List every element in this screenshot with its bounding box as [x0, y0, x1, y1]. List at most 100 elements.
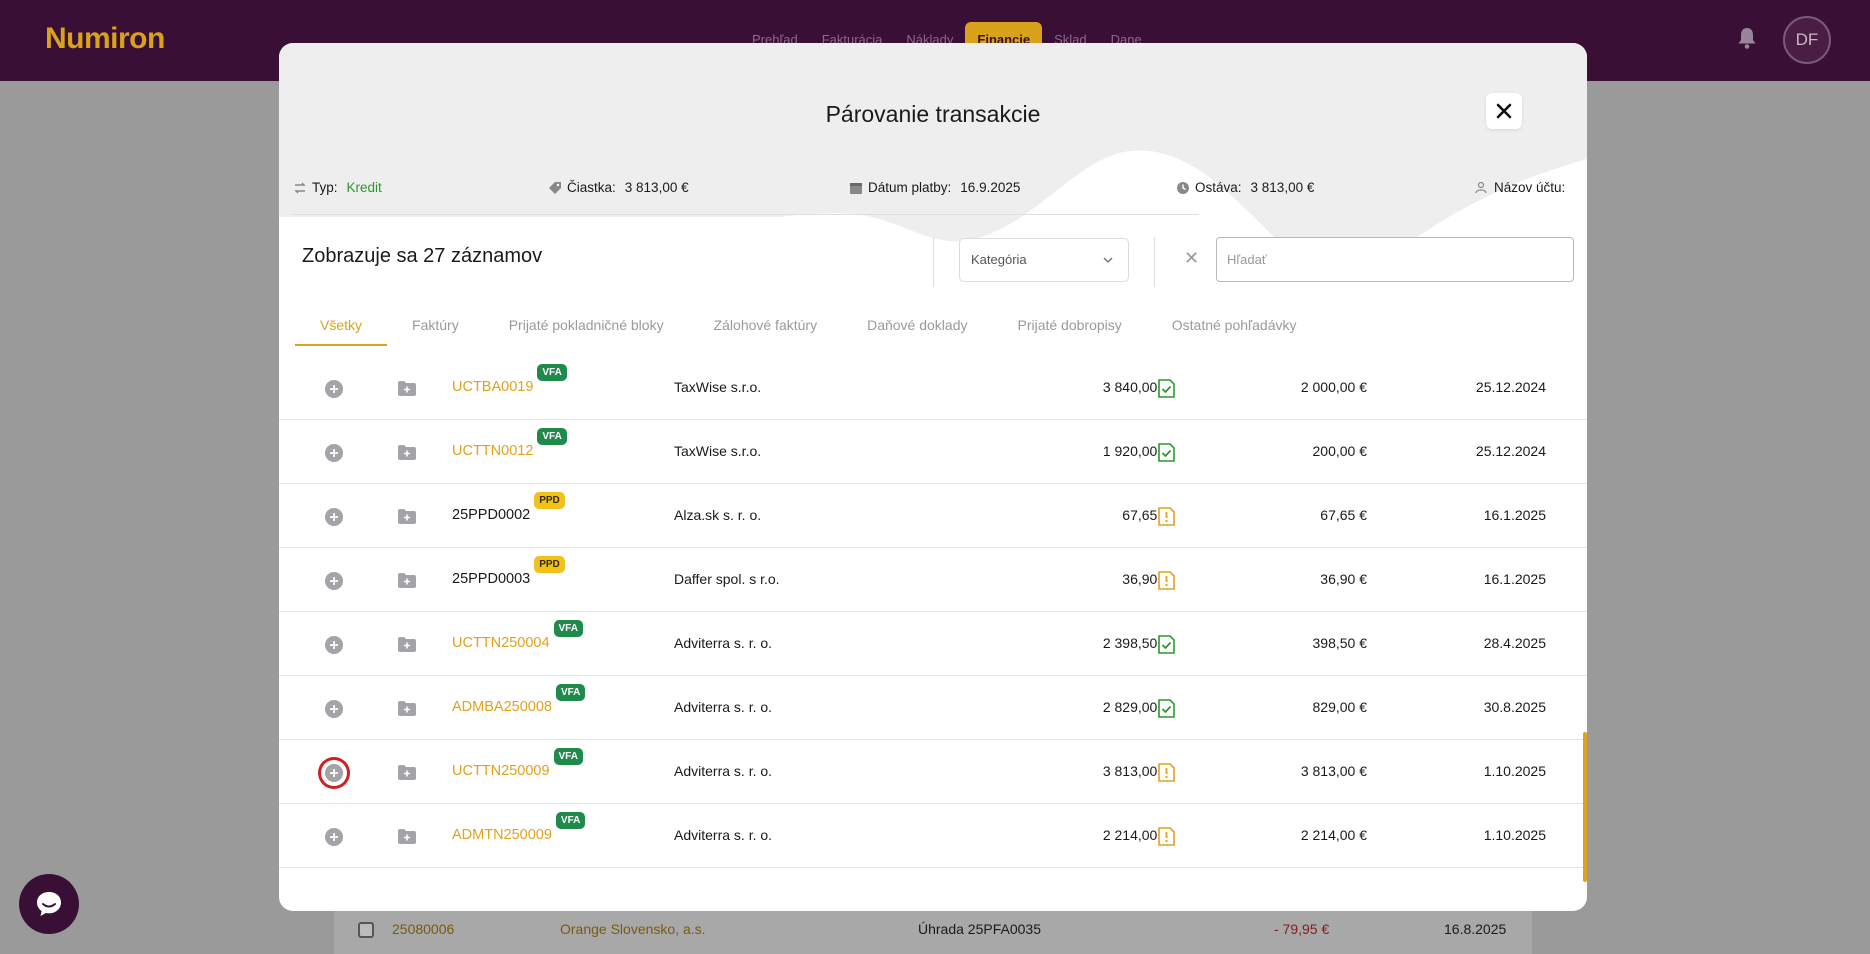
- partner-name: Alza.sk s. r. o.: [674, 507, 762, 523]
- document-number[interactable]: UCTTN250009: [452, 763, 550, 779]
- list-item: ADMBA250008 VFA Adviterra s. r. o. 2 829…: [279, 676, 1587, 740]
- info-payment-date: Dátum platby: 16.9.2025: [849, 180, 1020, 195]
- pair-transaction-modal: Párovanie transakcie Typ: Kredit Čiastka…: [279, 43, 1587, 911]
- document-number[interactable]: UCTBA0019: [452, 379, 534, 395]
- document-number[interactable]: 25PPD0003: [452, 571, 531, 587]
- close-modal-button[interactable]: [1486, 93, 1522, 129]
- chat-widget-button[interactable]: [19, 874, 79, 934]
- document-date: 16.1.2025: [1483, 571, 1546, 587]
- remaining-amount: 2 214,00 €: [1300, 827, 1367, 843]
- folder-plus-icon[interactable]: [398, 381, 416, 396]
- plus-icon: [330, 513, 338, 521]
- category-select[interactable]: Kategória: [959, 238, 1129, 282]
- add-pairing-button[interactable]: [325, 444, 343, 462]
- payment-date-label: Dátum platby:: [868, 180, 952, 195]
- paid-check-icon: [1158, 635, 1175, 654]
- transaction-description: Úhrada 25PFA0035: [918, 921, 1041, 937]
- add-pairing-button[interactable]: [325, 572, 343, 590]
- type-value: Kredit: [346, 180, 382, 195]
- folder-plus-icon[interactable]: [398, 701, 416, 716]
- document-amount: 2 214,00 €: [1102, 827, 1169, 843]
- folder-plus-icon[interactable]: [398, 637, 416, 652]
- partner-name: Adviterra s. r. o.: [674, 699, 773, 715]
- list-item: 25PPD0003 PPD Daffer spol. s r.o. 36,90 …: [279, 548, 1587, 612]
- info-account-name: Názov účtu:: [1475, 180, 1565, 195]
- tag-icon: [549, 181, 561, 194]
- search-input[interactable]: [1216, 237, 1574, 282]
- document-date: 1.10.2025: [1483, 827, 1546, 843]
- plus-icon: [330, 449, 338, 457]
- list-item: 25PPD0002 PPD Alza.sk s. r. o. 67,65 € 6…: [279, 484, 1587, 548]
- account-icon: [1475, 181, 1487, 193]
- add-pairing-button[interactable]: [325, 700, 343, 718]
- type-label: Typ:: [312, 180, 338, 195]
- plus-icon: [330, 577, 338, 585]
- folder-plus-icon[interactable]: [398, 573, 416, 588]
- warning-document-icon: [1158, 763, 1175, 782]
- document-amount: 3 840,00 €: [1102, 379, 1169, 395]
- folder-plus-icon[interactable]: [398, 445, 416, 460]
- add-pairing-button[interactable]: [325, 764, 343, 782]
- bell-icon[interactable]: [1736, 26, 1758, 50]
- list-item: ADMTN250009 VFA Adviterra s. r. o. 2 214…: [279, 804, 1587, 868]
- tab-prijate-pokladnicne-bloky[interactable]: Prijaté pokladničné bloky: [508, 317, 664, 333]
- partner-name: TaxWise s.r.o.: [674, 443, 762, 459]
- partner-name: Daffer spol. s r.o.: [674, 571, 780, 587]
- remaining-amount: 36,90 €: [1320, 571, 1367, 587]
- add-pairing-button[interactable]: [325, 380, 343, 398]
- partner-name: Adviterra s. r. o.: [674, 827, 773, 843]
- document-number[interactable]: ADMBA250008: [452, 699, 552, 715]
- transaction-number[interactable]: 25080006: [392, 921, 455, 937]
- document-number[interactable]: UCTTN250004: [452, 635, 550, 651]
- row-checkbox[interactable]: [358, 922, 374, 938]
- folder-plus-icon[interactable]: [398, 509, 416, 524]
- transaction-date: 16.8.2025: [1444, 921, 1507, 937]
- clear-search-icon[interactable]: ✕: [1184, 248, 1200, 268]
- tab-zalohove-faktury[interactable]: Zálohové faktúry: [713, 317, 818, 333]
- document-date: 25.12.2024: [1475, 379, 1546, 395]
- plus-icon: [330, 833, 338, 841]
- info-divider: [293, 214, 1199, 215]
- category-select-value: Kategória: [971, 252, 1027, 267]
- tab-vsetky[interactable]: Všetky: [295, 308, 388, 346]
- remaining-amount: 2 000,00 €: [1300, 379, 1367, 395]
- transaction-amount: - 79,95 €: [1274, 921, 1330, 937]
- document-amount: 2 829,00 €: [1102, 699, 1169, 715]
- documents-list: UCTBA0019 VFA TaxWise s.r.o. 3 840,00 € …: [279, 356, 1587, 868]
- transaction-partner[interactable]: Orange Slovensko, a.s.: [560, 921, 706, 937]
- folder-plus-icon[interactable]: [398, 765, 416, 780]
- app-logo[interactable]: Numiron: [45, 22, 165, 55]
- calendar-icon: [850, 182, 862, 194]
- amount-value: 3 813,00 €: [624, 180, 689, 195]
- document-date: 30.8.2025: [1483, 699, 1546, 715]
- add-pairing-button[interactable]: [325, 508, 343, 526]
- add-pairing-button[interactable]: [325, 636, 343, 654]
- document-date: 28.4.2025: [1483, 635, 1546, 651]
- paid-check-icon: [1158, 379, 1175, 398]
- document-type-badge: VFA: [537, 428, 567, 445]
- tab-faktury[interactable]: Faktúry: [412, 317, 459, 333]
- paid-check-icon: [1158, 699, 1175, 718]
- plus-icon: [330, 385, 338, 393]
- payment-date-value: 16.9.2025: [960, 180, 1021, 195]
- document-number[interactable]: UCTTN0012: [452, 443, 534, 459]
- add-pairing-button[interactable]: [325, 828, 343, 846]
- document-number[interactable]: ADMTN250009: [452, 827, 552, 843]
- folder-plus-icon[interactable]: [398, 829, 416, 844]
- document-amount: 67,65 €: [1122, 507, 1169, 523]
- info-remaining: Ostáva: 3 813,00 €: [1176, 180, 1314, 195]
- scrollbar-thumb[interactable]: [1583, 732, 1587, 882]
- warning-document-icon: [1158, 507, 1175, 526]
- chevron-down-icon: [1103, 257, 1113, 264]
- paid-check-icon: [1158, 443, 1175, 462]
- partner-name: Adviterra s. r. o.: [674, 763, 773, 779]
- document-date: 1.10.2025: [1483, 763, 1546, 779]
- chat-icon: [37, 892, 61, 916]
- tab-ostatne-pohladavky[interactable]: Ostatné pohľadávky: [1171, 317, 1297, 333]
- tab-prijate-dobropisy[interactable]: Prijaté dobropisy: [1017, 317, 1122, 333]
- document-date: 25.12.2024: [1475, 443, 1546, 459]
- document-number[interactable]: 25PPD0002: [452, 507, 531, 523]
- tab-danove-doklady[interactable]: Daňové doklady: [867, 317, 968, 333]
- list-item: UCTTN250004 VFA Adviterra s. r. o. 2 398…: [279, 612, 1587, 676]
- user-avatar[interactable]: DF: [1783, 16, 1831, 64]
